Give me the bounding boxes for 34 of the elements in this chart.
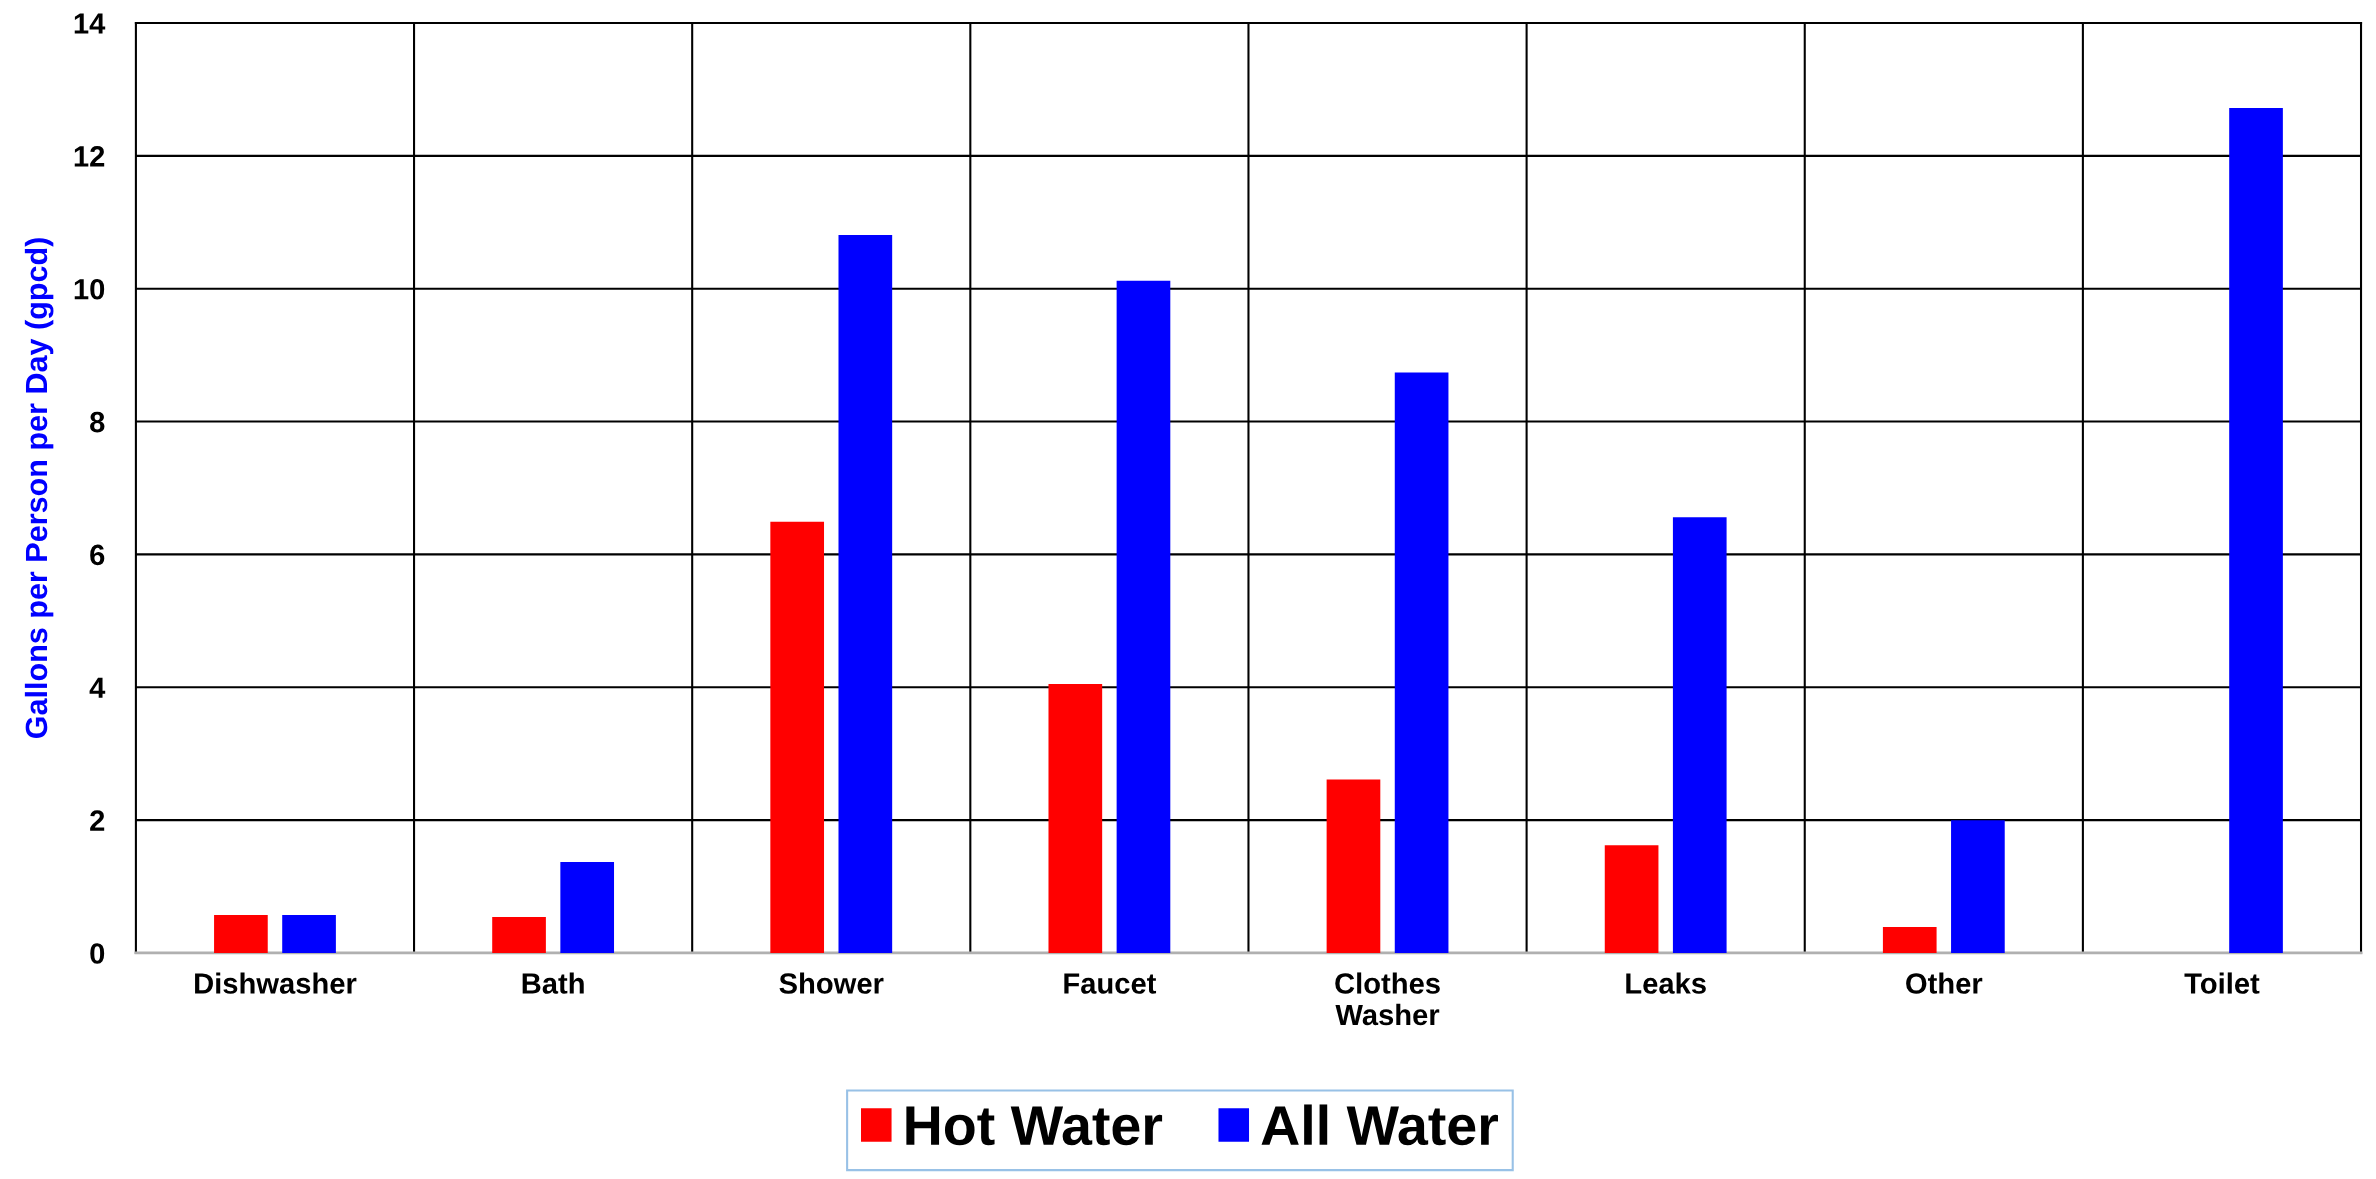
bar xyxy=(1394,372,1449,953)
bar xyxy=(1672,517,1727,953)
bar xyxy=(838,234,893,953)
bar xyxy=(560,861,615,953)
legend-label: Hot Water xyxy=(906,1106,1163,1146)
bar xyxy=(214,915,268,953)
bar xyxy=(282,915,336,953)
legend-label: All Water xyxy=(1261,1104,1498,1146)
y-tick-label: 10 xyxy=(74,278,105,300)
bar xyxy=(1604,845,1659,953)
x-tick-label: Dishwasher xyxy=(195,972,357,994)
y-tick-label: 8 xyxy=(90,411,105,433)
y-tick-label: 4 xyxy=(89,677,106,698)
bar xyxy=(1326,779,1381,953)
x-tick-label: Shower xyxy=(779,972,884,994)
x-tick-label: Bath xyxy=(522,972,584,994)
y-tick-label: 6 xyxy=(90,544,105,566)
x-tick-label: Leaks xyxy=(1626,972,1706,994)
bar xyxy=(1951,820,2005,953)
x-tick-label: Toilet xyxy=(2184,972,2260,994)
y-tick-label: 14 xyxy=(74,13,106,34)
x-tick-label: Other xyxy=(1906,972,1983,994)
bar xyxy=(2229,108,2283,953)
y-tick-label: 0 xyxy=(90,943,105,964)
bar xyxy=(492,917,546,953)
y-tick-label: 12 xyxy=(74,146,105,167)
y-tick-label: 2 xyxy=(90,810,105,831)
bar xyxy=(1116,280,1171,953)
bar xyxy=(1882,927,1937,953)
x-tick-label: Clothes Washer xyxy=(1335,972,1440,1026)
bar xyxy=(770,521,825,953)
bar xyxy=(1048,683,1103,953)
x-tick-label: Faucet xyxy=(1064,973,1157,994)
y-axis-title: Gallons per Person per Day (gpcd) xyxy=(24,238,54,739)
